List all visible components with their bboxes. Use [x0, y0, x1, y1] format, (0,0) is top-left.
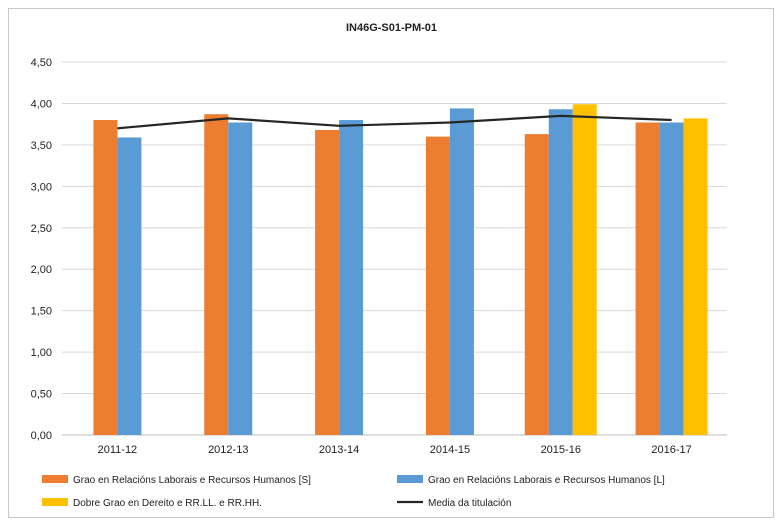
y-tick-label: 0,00 — [31, 430, 52, 442]
legend-swatch — [42, 475, 68, 483]
legend-label: Grao en Relacións Laborais e Recursos Hu… — [73, 475, 311, 486]
bar — [204, 114, 229, 435]
bar — [548, 109, 573, 435]
bar — [635, 122, 660, 436]
bars — [93, 104, 708, 436]
y-tick-label: 2,50 — [31, 223, 52, 235]
grid-lines — [62, 61, 727, 436]
x-axis-ticks: 2011-12 2012-13 2013-14 2014-15 2015-16 2016-… — [98, 444, 692, 456]
y-tick-label: 3,00 — [31, 181, 52, 193]
y-tick-label: 3,50 — [31, 140, 52, 152]
bar — [425, 136, 450, 435]
legend-swatch — [42, 498, 68, 506]
x-tick-label: 2016-17 — [651, 444, 691, 456]
bar — [659, 122, 684, 436]
legend: Grao en Relacións Laborais e Recursos Hu… — [42, 475, 665, 509]
legend-swatch — [397, 475, 423, 483]
bar — [683, 118, 708, 435]
bar — [228, 122, 253, 436]
bar — [315, 129, 340, 436]
x-tick-label: 2014-15 — [430, 444, 470, 456]
bar — [572, 104, 597, 436]
y-axis-ticks: 0,00 0,50 1,00 1,50 2,00 2,50 3,00 3,50 4,00 4,50 — [31, 57, 52, 442]
legend-label: Dobre Grao en Dereito e RR.LL. e RR.HH. — [73, 498, 262, 509]
y-tick-label: 2,00 — [31, 264, 52, 276]
x-tick-label: 2013-14 — [319, 444, 359, 456]
bar — [524, 134, 549, 435]
y-tick-label: 4,50 — [31, 57, 52, 69]
y-tick-label: 4,00 — [31, 98, 52, 110]
average-line-path — [117, 114, 672, 130]
x-tick-label: 2015-16 — [541, 444, 581, 456]
bar — [117, 137, 142, 435]
x-tick-label: 2011-12 — [98, 444, 138, 456]
average-line — [117, 114, 672, 130]
legend-label: Grao en Relacións Laborais e Recursos Hu… — [428, 475, 665, 486]
bar — [93, 120, 118, 436]
bar — [339, 120, 364, 436]
x-tick-label: 2012-13 — [208, 444, 248, 456]
y-tick-label: 1,00 — [31, 347, 52, 359]
y-tick-label: 0,50 — [31, 389, 52, 401]
chart-title: IN46G-S01-PM-01 — [345, 22, 438, 34]
legend-label: Media da titulación — [428, 498, 511, 509]
y-tick-label: 1,50 — [31, 306, 52, 318]
bar — [449, 108, 474, 435]
